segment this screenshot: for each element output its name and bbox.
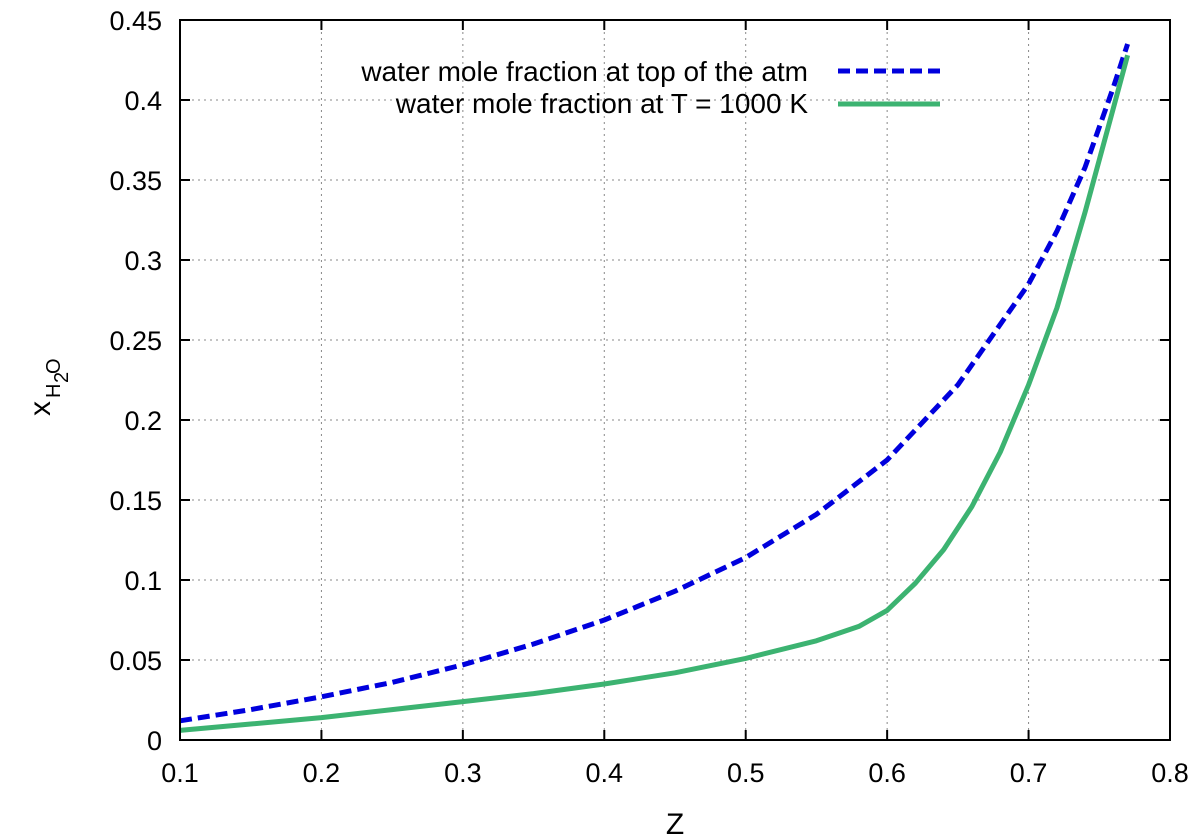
series-line-1000k [179,54,1131,733]
legend-label-top-atm: water mole fraction at top of the atm [360,56,808,87]
x-axis-title: Z [666,808,684,840]
y-axis-title-sub-h: H [43,384,65,398]
x-tick-label: 0.5 [727,758,765,788]
x-tick-label: 0.4 [586,758,624,788]
y-tick-label: 0.2 [124,406,162,436]
series-layer [179,43,1131,733]
x-tick-label: 0.8 [1151,758,1189,788]
x-tick-label: 0.1 [161,758,199,788]
legend: water mole fraction at top of the atm wa… [360,56,940,119]
y-tick-label: 0.05 [109,646,162,676]
y-tick-label: 0.3 [124,246,162,276]
x-tick-label: 0.6 [868,758,906,788]
y-axis-title: x H 2 O [24,358,73,416]
x-tick-label: 0.2 [303,758,341,788]
y-axis-title-sub-o: O [43,358,65,374]
series-line-top-atm [179,43,1130,724]
y-tick-label: 0.45 [109,6,162,36]
axis-ticks [179,19,1171,741]
svg-text:O: O [43,358,65,374]
svg-text:x: x [24,401,57,416]
y-axis-title-main: x [24,401,57,416]
legend-label-1000k: water mole fraction at T = 1000 K [395,88,809,119]
x-tick-label: 0.7 [1010,758,1048,788]
y-tick-label: 0.35 [109,166,162,196]
svg-text:2: 2 [51,372,73,383]
y-tick-label: 0.25 [109,326,162,356]
y-tick-label: 0 [147,726,162,756]
y-axis-title-sub-2: 2 [51,372,73,383]
y-tick-label: 0.15 [109,486,162,516]
y-tick-labels: 0 0.05 0.1 0.15 0.2 0.25 0.3 0.35 0.4 0.45 [109,6,162,756]
plot-frame [179,19,1171,741]
x-tick-label: 0.3 [444,758,482,788]
svg-text:H: H [43,384,65,398]
x-tick-labels: 0.1 0.2 0.3 0.4 0.5 0.6 0.7 0.8 [161,758,1189,788]
y-tick-label: 0.4 [124,86,162,116]
y-tick-label: 0.1 [124,566,162,596]
